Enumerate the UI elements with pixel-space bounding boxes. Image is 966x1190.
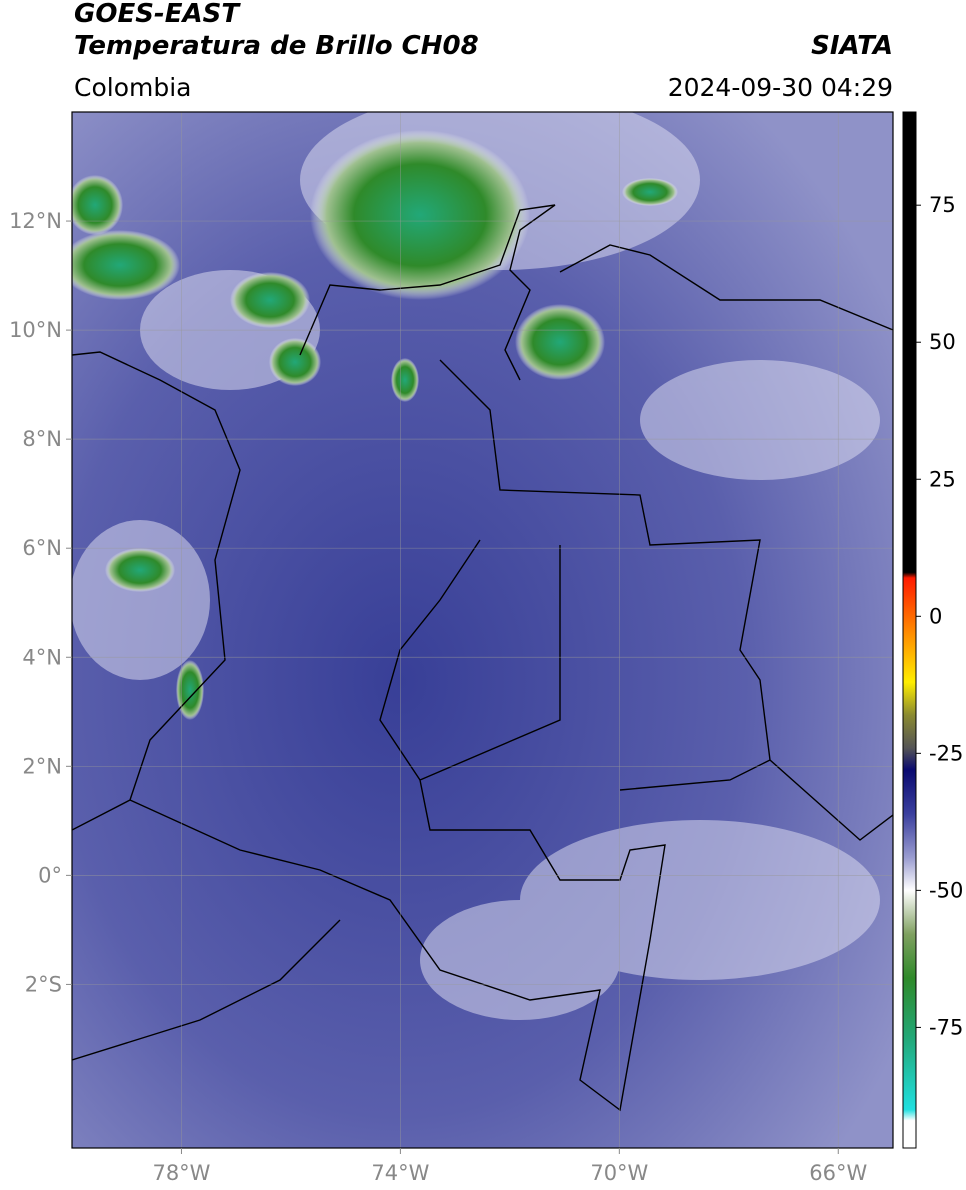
colorbar-tick-label: -75 [929, 1015, 963, 1039]
datetime: 2024-09-30 04:29 [668, 73, 893, 102]
x-tick-label: 78°W [152, 1161, 210, 1185]
y-tick-label: 0° [38, 863, 62, 887]
cold-clouds [72, 130, 678, 720]
y-tick-label: 8°N [22, 427, 62, 451]
colorbar-tick-label: -25 [929, 741, 963, 765]
map-frame [71, 111, 894, 1149]
y-tick-label: 4°N [22, 645, 62, 669]
title: GOES-EAST [74, 0, 241, 29]
colorbar-tick-label: 50 [929, 330, 956, 354]
region: Colombia [74, 73, 191, 102]
grid [72, 112, 893, 1148]
y-tick-label: 2°S [25, 972, 62, 996]
colorbar-tick-label: 75 [929, 193, 956, 217]
borders [72, 204, 893, 1112]
x-tick-label: 70°W [590, 1161, 648, 1185]
source: SIATA [811, 31, 893, 61]
colorbar-tick-label: -50 [929, 878, 963, 902]
y-tick-label: 10°N [9, 318, 62, 342]
colorbar-tick-label: 25 [929, 467, 956, 491]
y-tick-label: 2°N [22, 754, 62, 778]
x-tick-label: 74°W [371, 1161, 429, 1185]
subtitle: Temperatura de Brillo CH08 [74, 31, 479, 61]
y-tick-label: 12°N [9, 209, 62, 233]
colorbar [902, 111, 917, 1149]
y-tick-label: 6°N [22, 536, 62, 560]
x-tick-label: 66°W [809, 1161, 867, 1185]
map-body [72, 112, 893, 1148]
colorbar-tick-label: 0 [929, 604, 942, 628]
